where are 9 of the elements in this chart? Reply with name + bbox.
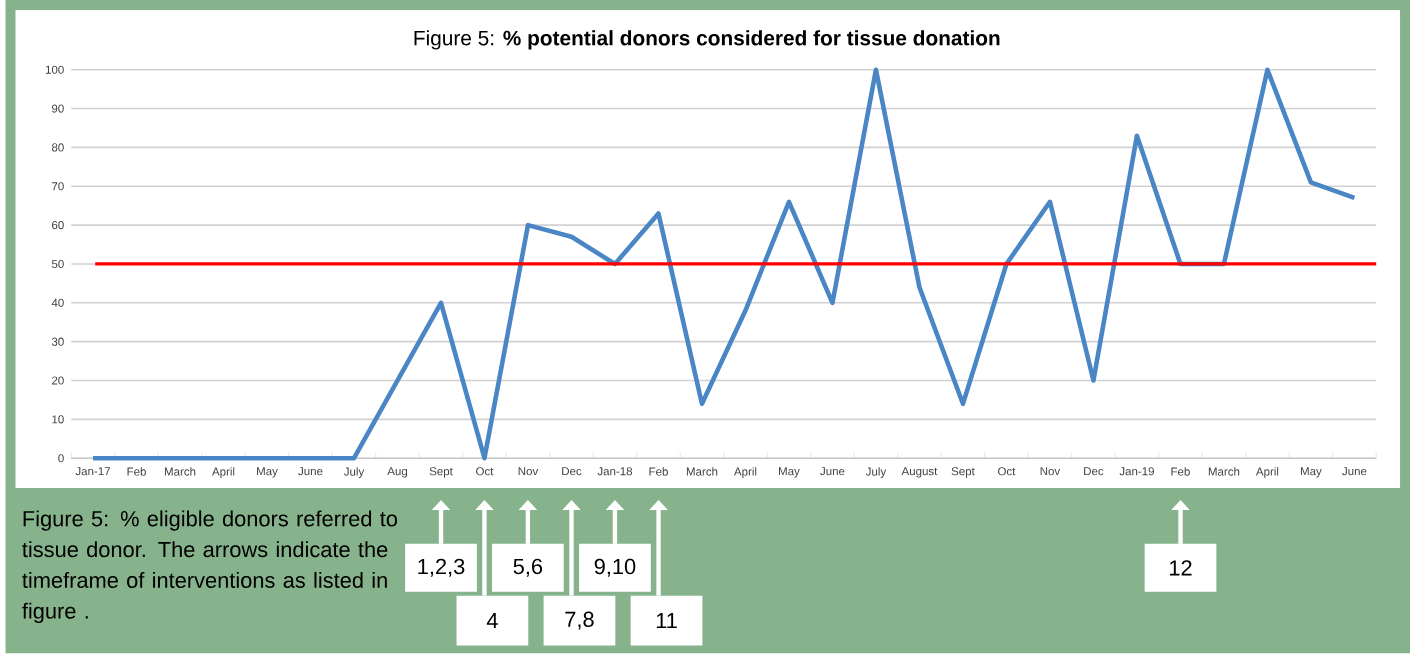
caption: Figure 5: % eligible donors referred to tissue donor. The arrows indicate the timeframe of interventions as listed in figure . xyxy=(22,510,398,624)
text: 1,2,3 xyxy=(418,559,465,578)
text: 7,8 xyxy=(565,611,594,630)
text: 9,10 xyxy=(594,559,636,578)
text: 5,6 xyxy=(513,559,543,578)
chart-title: Figure 5: % potential donors considered for tissue donation xyxy=(414,30,1000,50)
text: 12 xyxy=(1170,560,1192,576)
text: 4 xyxy=(486,613,498,629)
text: 11 xyxy=(656,613,677,629)
